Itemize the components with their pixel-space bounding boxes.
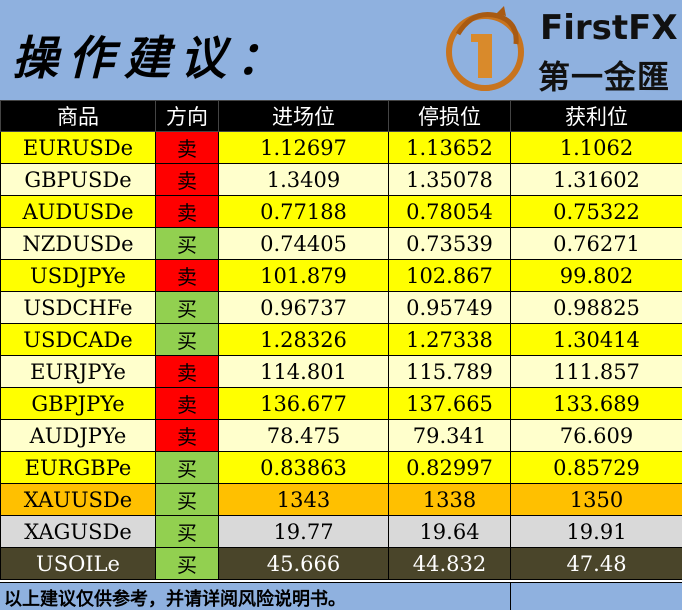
take-profit-cell: 76.609 [511, 420, 682, 452]
stop-loss-cell: 1.13652 [389, 132, 511, 164]
take-profit-cell: 133.689 [511, 388, 682, 420]
stop-loss-cell: 0.73539 [389, 228, 511, 260]
symbol-cell: EURUSDe [1, 132, 156, 164]
symbol-cell: USDCHFe [1, 292, 156, 324]
take-profit-cell: 1350 [511, 484, 682, 516]
stop-loss-cell: 137.665 [389, 388, 511, 420]
symbol-cell: AUDUSDe [1, 196, 156, 228]
direction-cell: 买 [156, 452, 219, 484]
direction-cell: 卖 [156, 132, 219, 164]
take-profit-cell: 1.30414 [511, 324, 682, 356]
symbol-cell: USDCADe [1, 324, 156, 356]
symbol-cell: USOILe [1, 548, 156, 580]
entry-price-cell: 1.28326 [219, 324, 389, 356]
symbol-cell: GBPUSDe [1, 164, 156, 196]
symbol-cell: NZDUSDe [1, 228, 156, 260]
risk-disclaimer: 以上建议仅供参考，并请详阅风险说明书。 [4, 585, 346, 611]
entry-price-cell: 78.475 [219, 420, 389, 452]
entry-price-cell: 1343 [219, 484, 389, 516]
symbol-cell: AUDJPYe [1, 420, 156, 452]
column-header-direction: 方向 [156, 101, 219, 132]
symbol-cell: XAUUSDe [1, 484, 156, 516]
symbol-cell: XAGUSDe [1, 516, 156, 548]
symbol-cell: EURJPYe [1, 356, 156, 388]
dragon-logo-icon [438, 4, 532, 96]
header-banner: 操作建议： FirstFX 第一金匯 [0, 0, 682, 100]
direction-cell: 卖 [156, 260, 219, 292]
entry-price-cell: 136.677 [219, 388, 389, 420]
direction-cell: 买 [156, 228, 219, 260]
column-header-stop-loss: 停损位 [389, 101, 511, 132]
stop-loss-cell: 1.27338 [389, 324, 511, 356]
footer-divider [510, 583, 511, 610]
take-profit-cell: 0.76271 [511, 228, 682, 260]
take-profit-cell: 0.85729 [511, 452, 682, 484]
stop-loss-cell: 102.867 [389, 260, 511, 292]
footer-bar: 以上建议仅供参考，并请详阅风险说明书。 [0, 582, 682, 610]
stop-loss-cell: 0.78054 [389, 196, 511, 228]
direction-cell: 买 [156, 324, 219, 356]
entry-price-cell: 101.879 [219, 260, 389, 292]
column-header-take-profit: 获利位 [511, 101, 682, 132]
stop-loss-cell: 1.35078 [389, 164, 511, 196]
entry-price-cell: 0.83863 [219, 452, 389, 484]
direction-cell: 卖 [156, 164, 219, 196]
page-title: 操作建议： [12, 22, 292, 88]
take-profit-cell: 47.48 [511, 548, 682, 580]
entry-price-cell: 114.801 [219, 356, 389, 388]
column-header-symbol: 商品 [1, 101, 156, 132]
brand-chinese-name: 第一金匯 [538, 52, 670, 98]
symbol-cell: GBPJPYe [1, 388, 156, 420]
take-profit-cell: 0.75322 [511, 196, 682, 228]
direction-cell: 卖 [156, 420, 219, 452]
stop-loss-cell: 79.341 [389, 420, 511, 452]
take-profit-cell: 19.91 [511, 516, 682, 548]
table-header-row: 商品 方向 进场位 停损位 获利位 [1, 101, 682, 132]
direction-cell: 买 [156, 484, 219, 516]
stop-loss-cell: 115.789 [389, 356, 511, 388]
direction-cell: 买 [156, 516, 219, 548]
take-profit-cell: 1.1062 [511, 132, 682, 164]
take-profit-cell: 0.98825 [511, 292, 682, 324]
take-profit-cell: 99.802 [511, 260, 682, 292]
entry-price-cell: 0.77188 [219, 196, 389, 228]
stop-loss-cell: 19.64 [389, 516, 511, 548]
stop-loss-cell: 1338 [389, 484, 511, 516]
column-header-entry: 进场位 [219, 101, 389, 132]
take-profit-cell: 111.857 [511, 356, 682, 388]
symbol-cell: USDJPYe [1, 260, 156, 292]
direction-cell: 卖 [156, 388, 219, 420]
stop-loss-cell: 0.95749 [389, 292, 511, 324]
brand-name: FirstFX [540, 8, 678, 48]
entry-price-cell: 1.12697 [219, 132, 389, 164]
entry-price-cell: 0.74405 [219, 228, 389, 260]
direction-cell: 买 [156, 548, 219, 580]
entry-price-cell: 1.3409 [219, 164, 389, 196]
take-profit-cell: 1.31602 [511, 164, 682, 196]
stop-loss-cell: 0.82997 [389, 452, 511, 484]
entry-price-cell: 0.96737 [219, 292, 389, 324]
symbol-cell: EURGBPe [1, 452, 156, 484]
stop-loss-cell: 44.832 [389, 548, 511, 580]
entry-price-cell: 45.666 [219, 548, 389, 580]
direction-cell: 卖 [156, 196, 219, 228]
direction-cell: 卖 [156, 356, 219, 388]
entry-price-cell: 19.77 [219, 516, 389, 548]
direction-cell: 买 [156, 292, 219, 324]
